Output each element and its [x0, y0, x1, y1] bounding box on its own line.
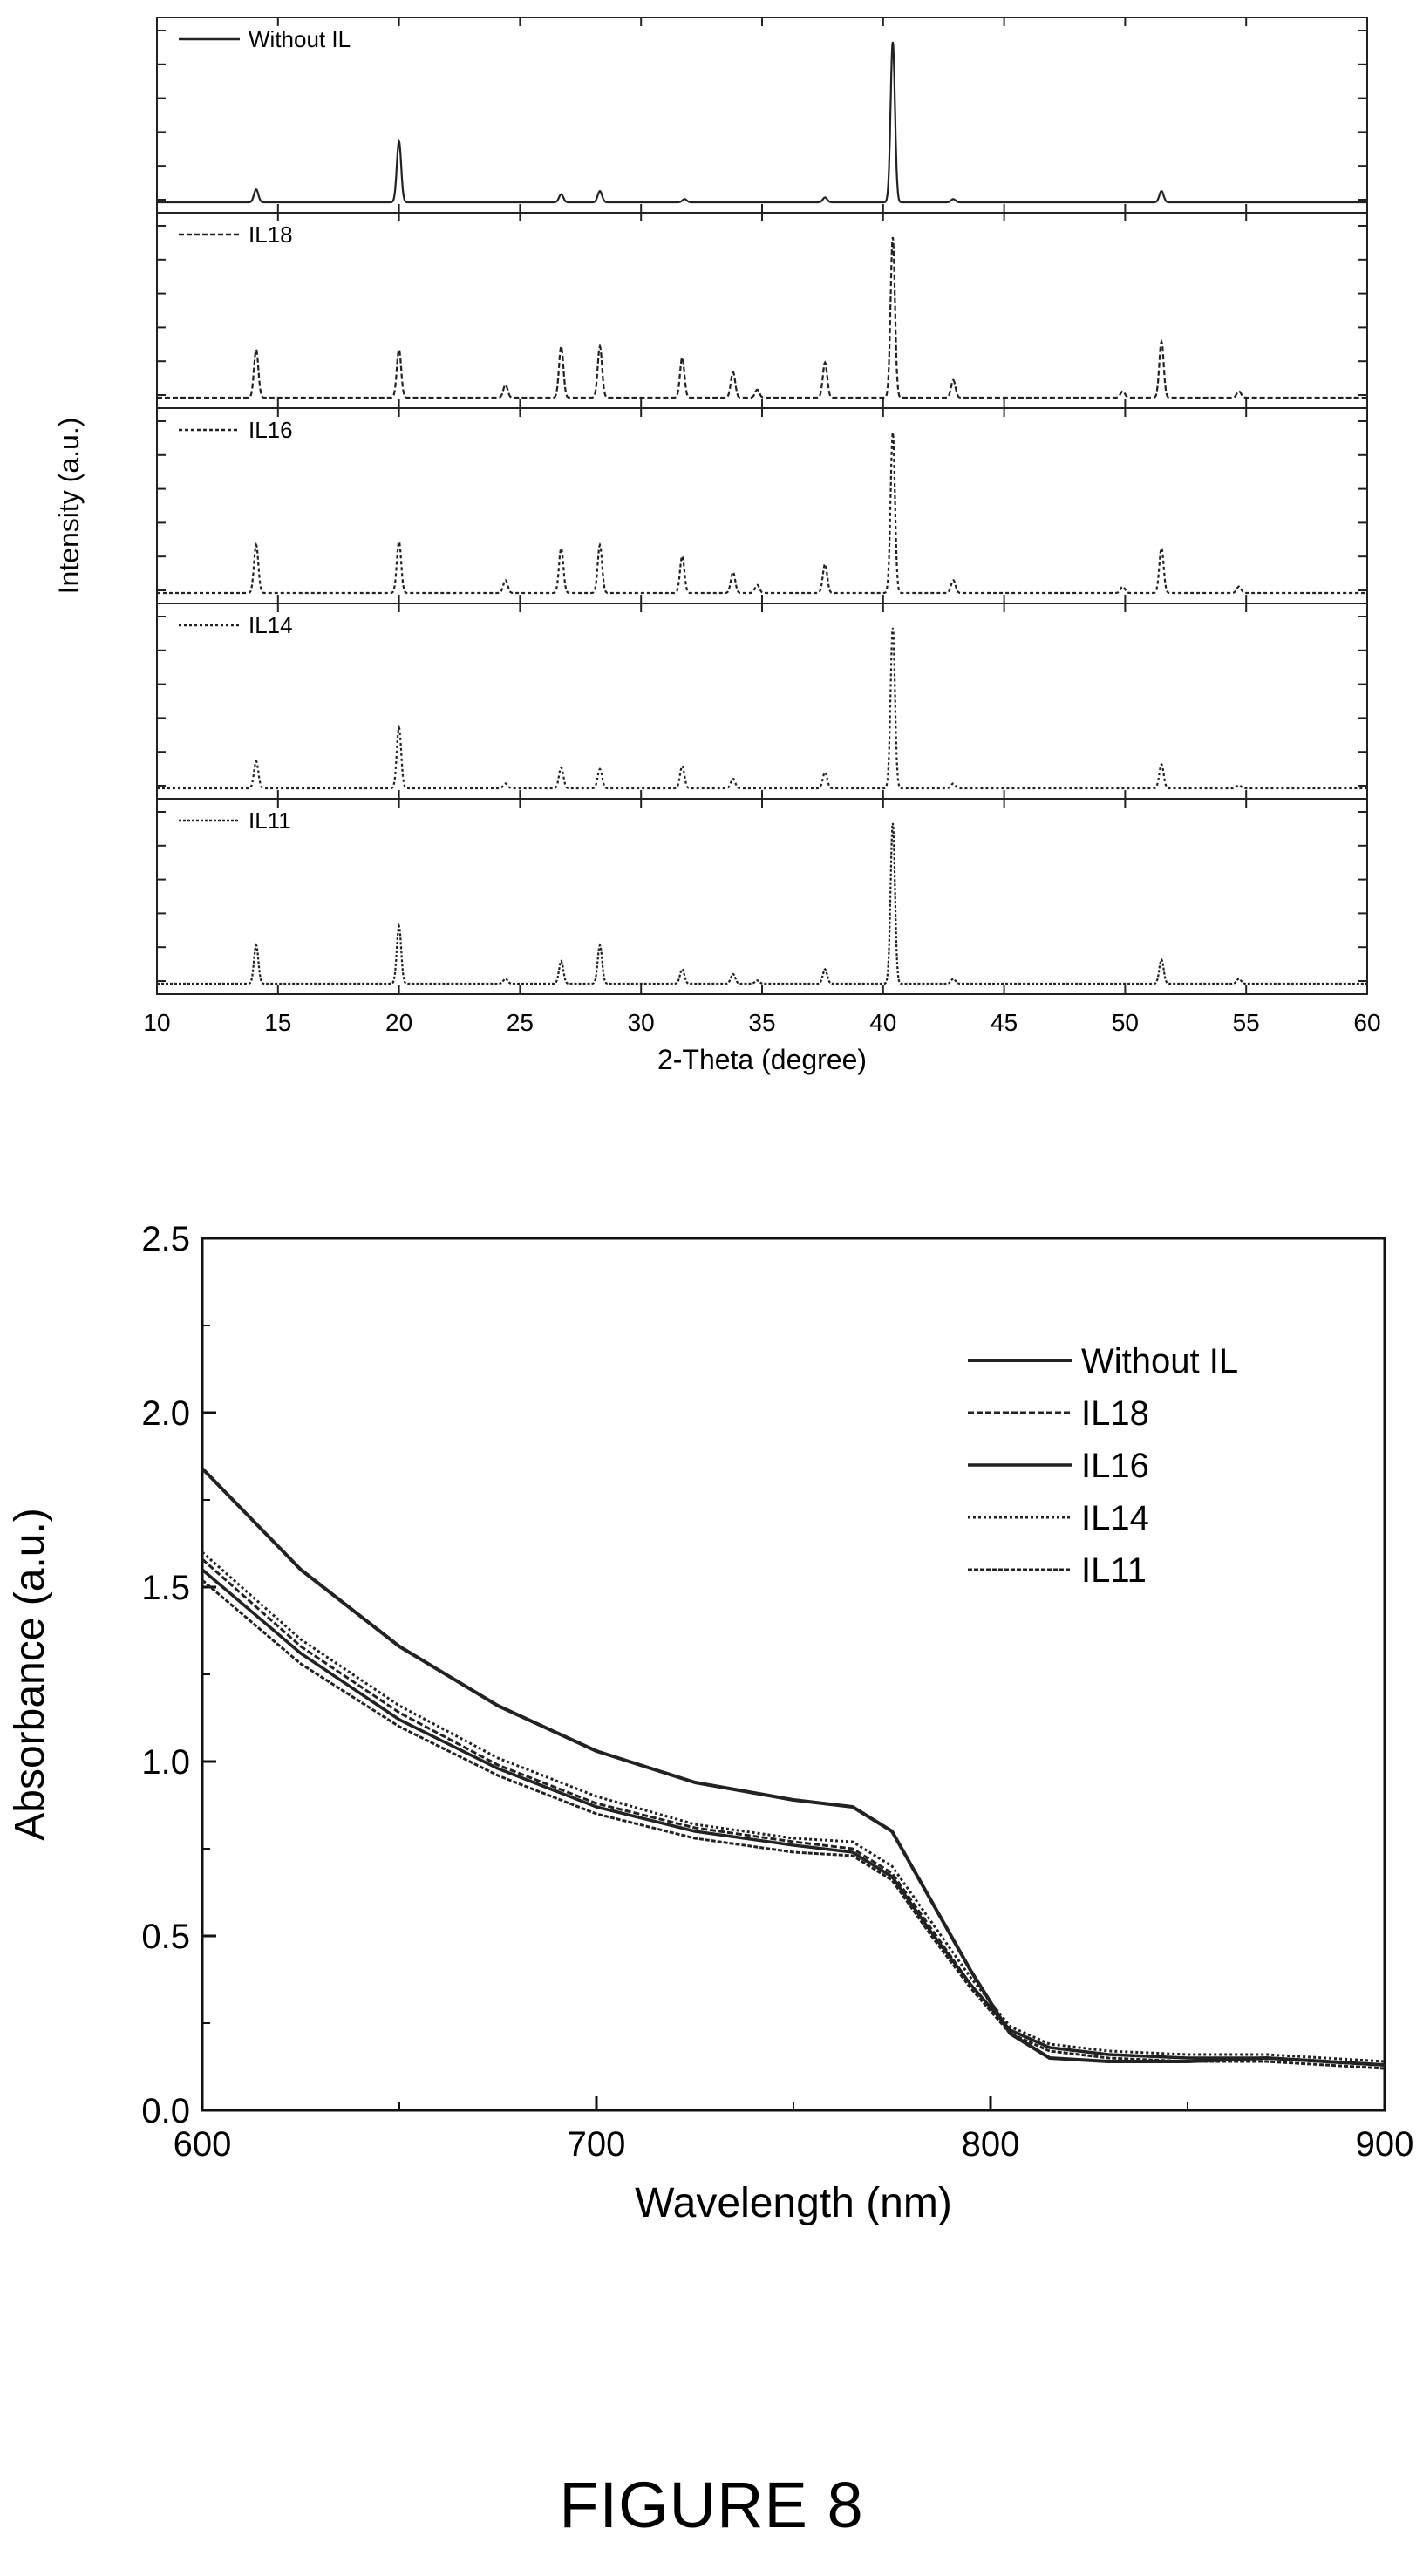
y-tick-label: 1.0 — [141, 1743, 190, 1782]
abs-series-il16 — [201, 1568, 1386, 2067]
x-axis-label: 2-Theta (degree) — [657, 1044, 867, 1075]
x-tick-label: 600 — [174, 2125, 232, 2164]
absorbance-chart: 0.0 0.5 1.0 1.5 2.0 2.5 600 700 800 900 Wavelength… — [7, 1220, 1414, 2226]
abs-series-il14 — [201, 1550, 1386, 2063]
y-axis-label: Intensity (a.u.) — [53, 418, 85, 595]
xrd-series-il11 — [157, 822, 1367, 985]
x-tick-label: 60 — [1353, 1009, 1380, 1036]
y-axis-label: Absorbance (a.u.) — [7, 1508, 53, 1841]
legend-label: IL14 — [1081, 1499, 1149, 1537]
y-tick-label: 2.0 — [141, 1394, 190, 1433]
x-tick-label: 55 — [1233, 1009, 1260, 1036]
xrd-series-il18 — [157, 236, 1367, 399]
legend-label: Without IL — [1081, 1342, 1238, 1380]
x-tick-label: 50 — [1112, 1009, 1139, 1036]
panel-frame — [156, 603, 1368, 800]
legend-label: Without IL — [249, 26, 351, 52]
abs-series-without-il — [201, 1467, 1386, 2067]
legend-label: IL18 — [1081, 1394, 1149, 1433]
panel-frame — [156, 798, 1368, 995]
legend-label: IL16 — [1081, 1447, 1149, 1485]
xrd-series-il16 — [157, 432, 1367, 595]
y-tick-label: 1.5 — [141, 1569, 190, 1607]
x-tick-label: 45 — [991, 1009, 1018, 1036]
abs-series-il18 — [201, 1557, 1386, 2067]
panel-frame — [156, 407, 1368, 604]
xrd-chart: Without IL IL18 IL16 IL14 IL11 10 15 20 25 30 35 40… — [53, 17, 1381, 1075]
legend-label: IL11 — [1081, 1551, 1147, 1590]
y-tick-label: 0.5 — [141, 1918, 190, 1956]
x-tick-label: 900 — [1356, 2125, 1414, 2164]
legend-label: IL16 — [249, 417, 293, 443]
legend-label: IL18 — [249, 221, 293, 248]
figure-caption: FIGURE 8 — [559, 2469, 864, 2541]
x-tick-label: 40 — [869, 1009, 896, 1036]
x-tick-label: 15 — [264, 1009, 291, 1036]
legend-label: IL11 — [249, 808, 291, 834]
panel-frame — [156, 212, 1368, 409]
x-tick-label: 10 — [143, 1009, 170, 1036]
x-tick-label: 35 — [748, 1009, 775, 1036]
x-axis-label: Wavelength (nm) — [635, 2180, 952, 2226]
y-tick-label: 2.5 — [141, 1220, 190, 1258]
xrd-series-il14 — [157, 627, 1367, 790]
xrd-series-without-il — [157, 41, 1367, 204]
x-tick-label: 20 — [385, 1009, 412, 1036]
x-tick-label: 800 — [962, 2125, 1020, 2164]
y-tick-label: 0.0 — [141, 2092, 190, 2130]
legend-label: IL14 — [249, 612, 293, 638]
x-tick-label: 25 — [507, 1009, 534, 1036]
x-tick-label: 700 — [568, 2125, 626, 2164]
abs-series-il11 — [201, 1578, 1386, 2070]
x-tick-label: 30 — [628, 1009, 655, 1036]
